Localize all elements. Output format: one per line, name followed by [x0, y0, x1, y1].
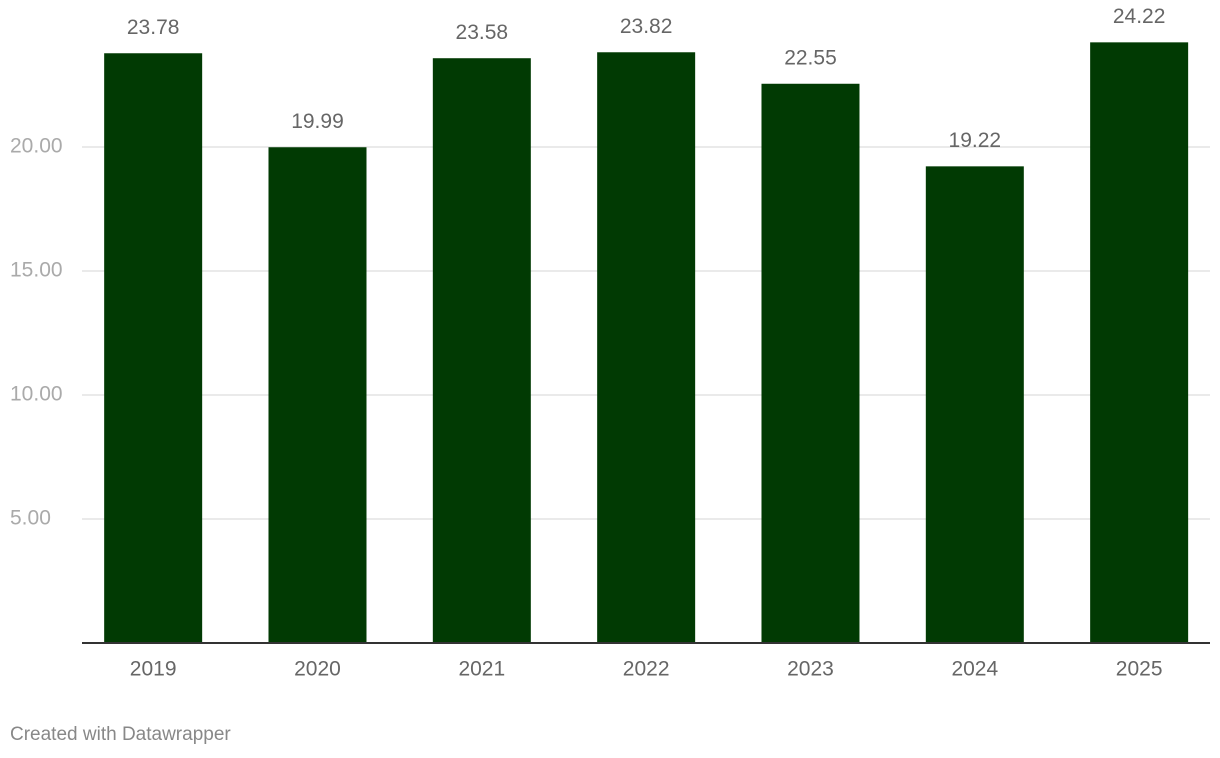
bar: [925, 166, 1024, 643]
y-tick-label: 10.00: [10, 383, 63, 406]
value-label: 23.82: [620, 15, 673, 38]
bar: [432, 58, 531, 643]
x-tick-label: 2023: [787, 658, 834, 681]
x-tick-label: 2021: [458, 658, 505, 681]
value-label: 19.99: [291, 110, 344, 133]
bar: [597, 52, 696, 644]
credit: Created with Datawrapper: [10, 724, 231, 745]
bar: [268, 147, 367, 644]
bar: [104, 53, 203, 644]
y-tick-label: 5.00: [10, 507, 51, 530]
value-label: 22.55: [784, 46, 837, 69]
x-tick-label: 2020: [294, 658, 341, 681]
x-tick-label: 2025: [1116, 658, 1163, 681]
x-tick-label: 2022: [623, 658, 670, 681]
value-label: 24.22: [1113, 5, 1166, 28]
bar: [761, 83, 860, 643]
bar: [1090, 42, 1189, 644]
value-label: 23.58: [456, 21, 509, 44]
x-tick-label: 2024: [951, 658, 998, 681]
x-tick-label: 2019: [130, 658, 177, 681]
value-label: 19.22: [949, 129, 1002, 152]
y-tick-label: 15.00: [10, 259, 63, 282]
y-tick-label: 20.00: [10, 135, 63, 158]
value-label: 23.78: [127, 16, 180, 39]
